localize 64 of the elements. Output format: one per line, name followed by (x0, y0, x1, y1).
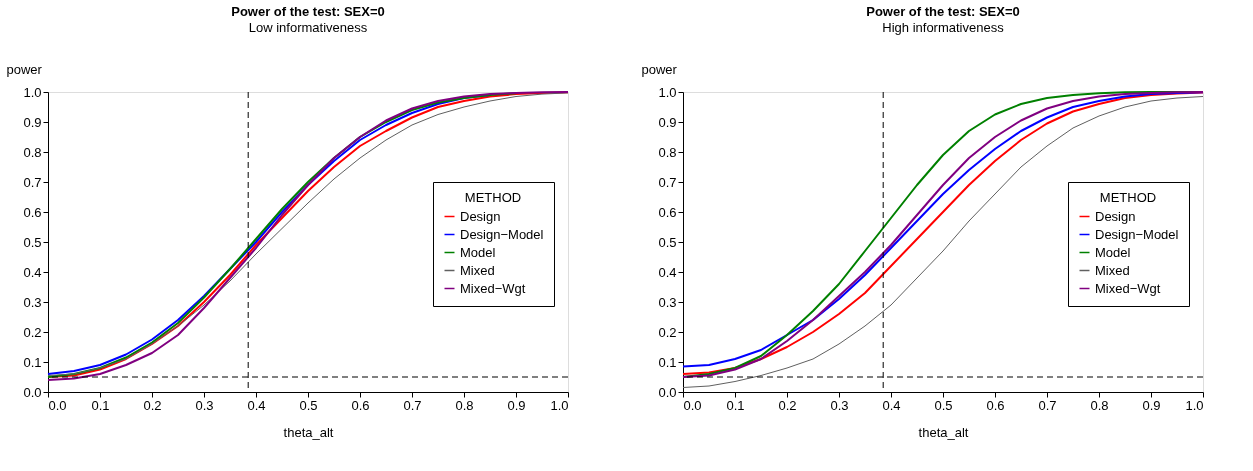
legend-label: Design (1095, 208, 1136, 224)
legend-label: Mixed−Wgt (460, 280, 526, 296)
x-tick-label: 0.0 (48, 397, 67, 413)
chart-title: Power of the test: SEX=0 (866, 4, 1020, 19)
x-tick-label: 1.0 (1185, 397, 1204, 413)
y-tick-label: 0.0 (23, 384, 42, 400)
x-tick-label: 0.4 (882, 397, 901, 413)
y-tick-label: 1.0 (658, 84, 677, 100)
legend-label: Mixed (1095, 262, 1130, 278)
chart-subtitle: High informativeness (882, 20, 1005, 35)
x-tick-label: 0.9 (507, 397, 526, 413)
y-tick-label: 0.2 (23, 324, 42, 340)
y-axis-title: power (641, 61, 678, 77)
x-tick-label: 0.7 (1038, 397, 1057, 413)
x-tick-label: 0.3 (195, 397, 214, 413)
x-tick-label: 0.8 (1090, 397, 1109, 413)
y-tick-label: 0.9 (658, 114, 677, 130)
y-tick-label: 0.3 (658, 294, 677, 310)
y-tick-label: 0.4 (23, 264, 42, 280)
legend-label: Mixed (460, 262, 495, 278)
x-axis-title: theta_alt (283, 424, 334, 440)
y-tick-label: 0.3 (23, 294, 42, 310)
x-tick-label: 0.7 (403, 397, 422, 413)
y-tick-label: 1.0 (23, 84, 42, 100)
legend-label: Design (460, 208, 501, 224)
y-tick-label: 0.6 (658, 204, 677, 220)
x-tick-label: 0.2 (778, 397, 797, 413)
y-tick-label: 0.5 (658, 234, 677, 250)
y-tick-label: 0.1 (658, 354, 677, 370)
y-tick-label: 0.7 (658, 174, 677, 190)
x-tick-label: 0.5 (299, 397, 318, 413)
x-tick-label: 0.6 (351, 397, 370, 413)
y-tick-label: 0.0 (658, 384, 677, 400)
x-tick-label: 0.5 (934, 397, 953, 413)
y-tick-label: 0.8 (23, 144, 42, 160)
y-axis-title: power (6, 61, 43, 77)
chart-subtitle: Low informativeness (248, 20, 368, 35)
x-tick-label: 0.2 (143, 397, 162, 413)
y-tick-label: 0.1 (23, 354, 42, 370)
x-tick-label: 0.4 (247, 397, 266, 413)
x-tick-label: 0.9 (1142, 397, 1161, 413)
legend-label: Mixed−Wgt (1095, 280, 1161, 296)
x-tick-label: 0.6 (986, 397, 1005, 413)
x-tick-label: 0.1 (91, 397, 110, 413)
x-tick-label: 0.1 (726, 397, 745, 413)
legend-title: METHOD (464, 190, 522, 205)
x-tick-label: 0.8 (455, 397, 474, 413)
legend-label: Design−Model (460, 226, 544, 242)
y-tick-label: 0.8 (658, 144, 677, 160)
legend-label: Model (460, 244, 496, 260)
legend-title: METHOD (1099, 190, 1157, 205)
legend-label: Design−Model (1095, 226, 1179, 242)
chart-title: Power of the test: SEX=0 (231, 4, 385, 19)
x-tick-label: 0.0 (683, 397, 702, 413)
x-tick-label: 0.3 (830, 397, 849, 413)
y-tick-label: 0.7 (23, 174, 42, 190)
x-tick-label: 1.0 (550, 397, 569, 413)
y-tick-label: 0.9 (23, 114, 42, 130)
x-axis-title: theta_alt (918, 424, 969, 440)
y-tick-label: 0.2 (658, 324, 677, 340)
y-tick-label: 0.4 (658, 264, 677, 280)
legend-label: Model (1095, 244, 1131, 260)
y-tick-label: 0.5 (23, 234, 42, 250)
y-tick-label: 0.6 (23, 204, 42, 220)
